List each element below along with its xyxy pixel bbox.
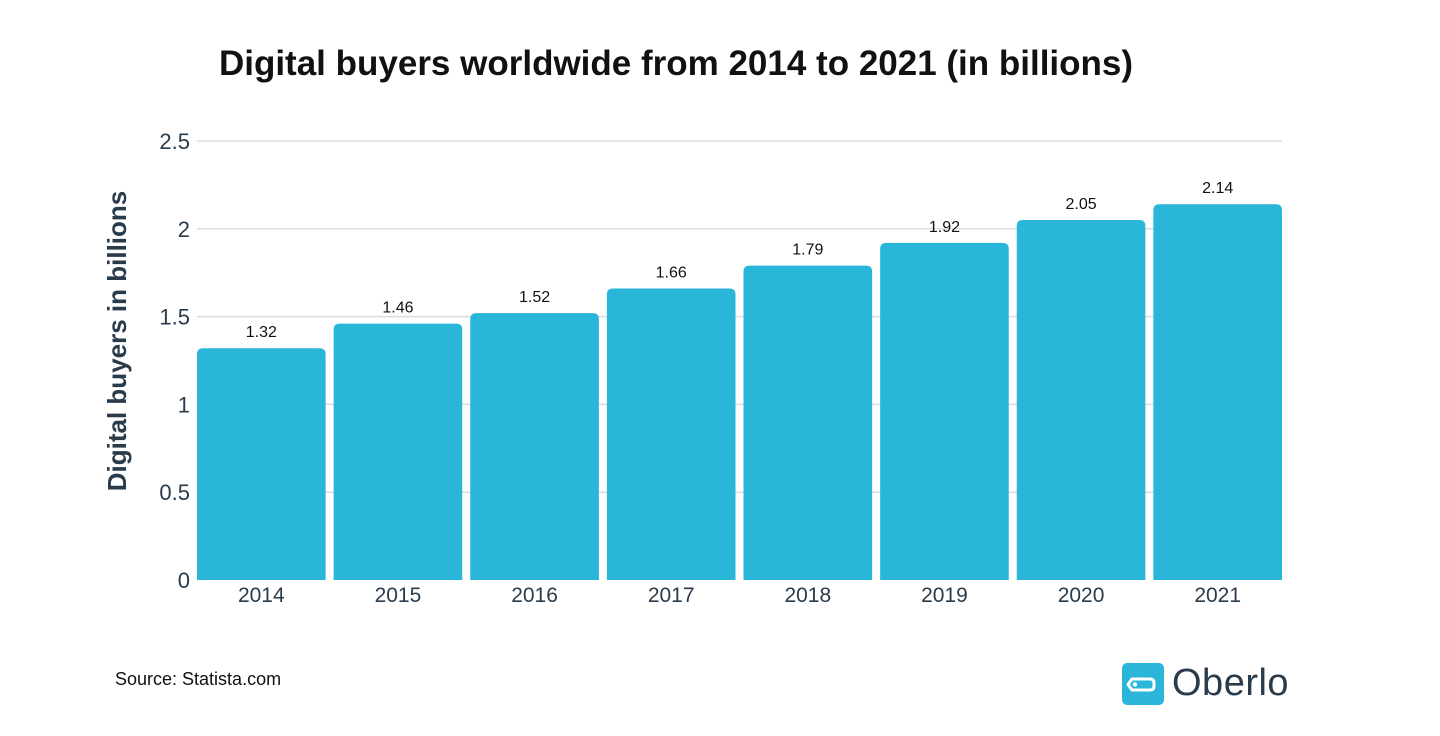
bar-2018 — [743, 265, 873, 580]
x-tick-label: 2018 — [784, 584, 831, 607]
x-tick-label: 2015 — [375, 584, 422, 607]
y-tick-label: 0 — [178, 568, 190, 593]
data-label: 1.32 — [246, 324, 277, 341]
x-tick-label: 2020 — [1058, 584, 1105, 607]
bar-2016 — [470, 313, 599, 580]
data-label: 2.14 — [1202, 180, 1233, 197]
x-tick-label: 2017 — [648, 584, 695, 607]
x-tick-label: 2014 — [238, 584, 285, 607]
data-label: 1.52 — [519, 289, 550, 306]
x-tick-label: 2021 — [1194, 584, 1241, 607]
bar-2021 — [1153, 204, 1282, 580]
tag-icon — [1122, 662, 1164, 705]
x-tick-label: 2019 — [921, 584, 968, 607]
data-label: 1.66 — [656, 265, 687, 282]
y-tick-label: 2.5 — [159, 129, 190, 154]
data-label: 2.05 — [1065, 196, 1096, 213]
data-label: 1.46 — [382, 300, 413, 317]
y-axis-label: Digital buyers in billions — [102, 191, 132, 492]
bar-2019 — [880, 242, 1009, 580]
y-tick-label: 2 — [178, 217, 190, 242]
bar-2015 — [333, 323, 463, 580]
oberlo-logo: Oberlo — [1122, 662, 1289, 705]
bar-2020 — [1016, 220, 1146, 580]
bar-2014 — [197, 348, 326, 580]
chart-title: Digital buyers worldwide from 2014 to 20… — [218, 44, 1134, 83]
y-tick-label: 1 — [178, 392, 190, 417]
y-tick-label: 1.5 — [159, 305, 190, 330]
bar-2017 — [606, 288, 736, 580]
y-tick-label: 0.5 — [159, 480, 190, 505]
x-tick-label: 2016 — [511, 584, 558, 607]
source-note: Source: Statista.com — [115, 669, 282, 689]
data-label: 1.92 — [929, 219, 960, 236]
data-label: 1.79 — [792, 242, 823, 259]
logo-text: Oberlo — [1172, 662, 1290, 704]
